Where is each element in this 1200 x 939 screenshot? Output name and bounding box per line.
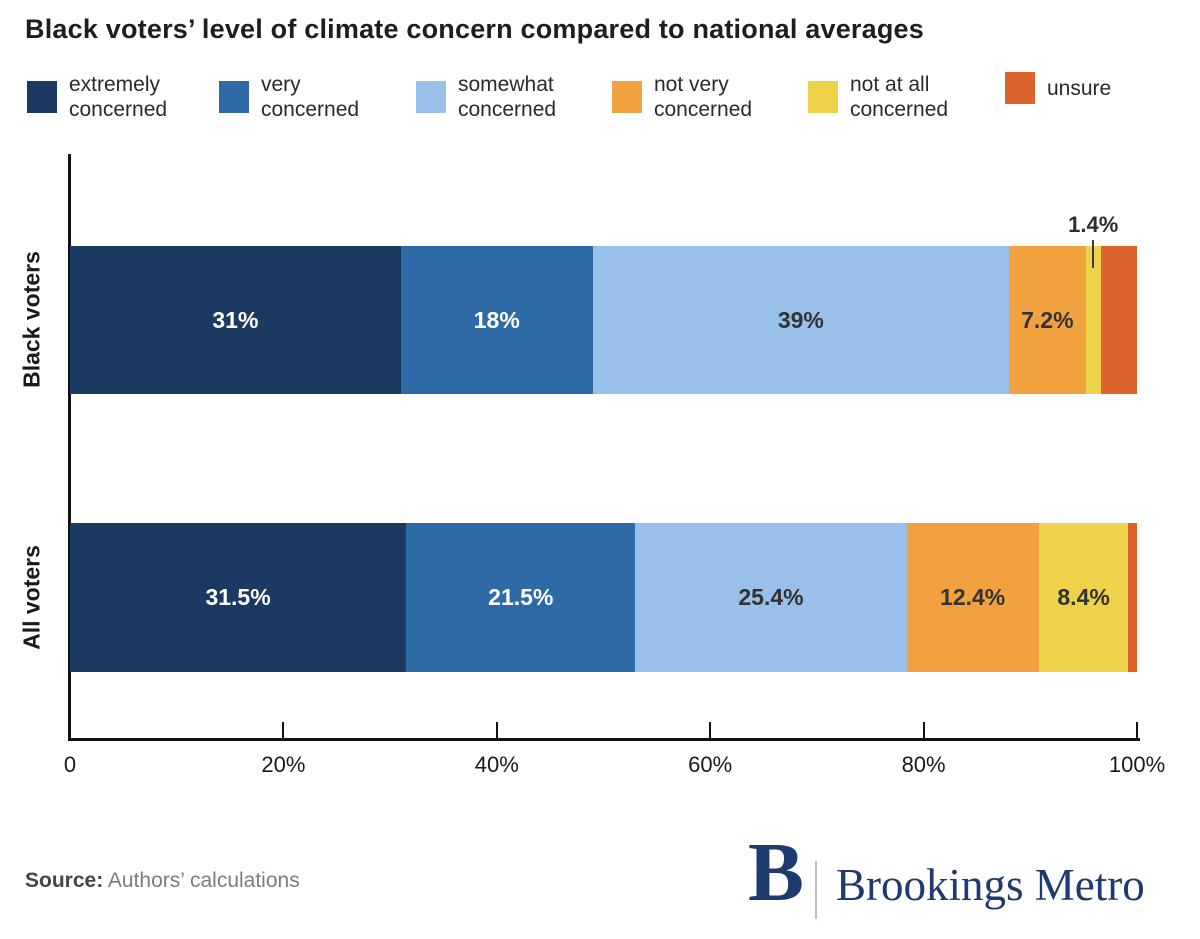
x-axis-tick-label: 80% bbox=[901, 752, 946, 777]
bar-segment: 7.2% bbox=[1008, 246, 1086, 394]
row-label: Black voters bbox=[18, 251, 45, 388]
bar-segment: 25.4% bbox=[635, 523, 907, 672]
x-axis-tick bbox=[709, 722, 712, 738]
bar-value-label: 12.4% bbox=[940, 584, 1006, 610]
legend-swatch-icon bbox=[808, 81, 838, 113]
bar-segment: 31.5% bbox=[70, 523, 407, 672]
legend-item: somewhat concerned bbox=[416, 72, 583, 122]
bar-value-label: 39% bbox=[777, 306, 824, 333]
x-axis-tick-label: 20% bbox=[261, 752, 306, 777]
legend-item: not very concerned bbox=[612, 72, 779, 122]
y-axis bbox=[68, 154, 71, 741]
logo-divider bbox=[815, 861, 817, 919]
legend-swatch-icon bbox=[27, 81, 57, 113]
x-axis bbox=[68, 738, 1140, 741]
bar-segment bbox=[1100, 246, 1137, 394]
source-label: Source: bbox=[25, 869, 104, 892]
x-axis-tick bbox=[495, 722, 498, 738]
bar-segment: 8.4% bbox=[1038, 523, 1129, 672]
x-axis-tick-label: 0 bbox=[63, 752, 77, 777]
bar-value-label: 18% bbox=[473, 306, 520, 333]
legend-label: not at all concerned bbox=[850, 73, 949, 121]
bar-row: 31% 18% 39% 7.2% bbox=[70, 246, 1137, 394]
logo-wordmark: Brookings Metro bbox=[836, 860, 1145, 910]
brookings-b-icon: B bbox=[748, 826, 805, 919]
bar-value-label: 21.5% bbox=[488, 584, 554, 610]
legend-label: somewhat concerned bbox=[458, 73, 557, 121]
bar-value-label: 31% bbox=[212, 306, 259, 333]
bar-row: 31.5% 21.5% 25.4% 12.4% 8.4% bbox=[70, 523, 1137, 672]
legend-item: very concerned bbox=[219, 72, 386, 122]
brookings-metro-logo: B Brookings Metro bbox=[748, 831, 1168, 925]
legend-label: not very concerned bbox=[654, 73, 753, 121]
legend-swatch-icon bbox=[1005, 72, 1035, 104]
bar-segment bbox=[1085, 246, 1101, 394]
x-axis-tick-label: 60% bbox=[688, 752, 733, 777]
bar-value-label: 25.4% bbox=[738, 584, 804, 610]
bar-value-label: 8.4% bbox=[1057, 584, 1110, 610]
bar-segment: 12.4% bbox=[906, 523, 1039, 672]
annotation-label: 1.4% bbox=[1068, 212, 1119, 237]
x-axis-tick bbox=[282, 722, 285, 738]
source-note: Source: Authors’ calculations bbox=[25, 869, 300, 893]
legend-label: very concerned bbox=[261, 73, 360, 121]
bar-segment bbox=[1128, 523, 1137, 672]
x-axis-tick-label: 40% bbox=[474, 752, 519, 777]
bar-value-label: 31.5% bbox=[205, 584, 271, 610]
annotation-leader-line bbox=[1092, 240, 1095, 268]
bar-value-label: 7.2% bbox=[1021, 306, 1074, 333]
legend-label: extremely concerned bbox=[69, 73, 168, 121]
legend-item: extremely concerned bbox=[27, 72, 194, 122]
bar-segment: 31% bbox=[70, 246, 401, 394]
legend-label: unsure bbox=[1047, 76, 1112, 100]
row-label: All voters bbox=[18, 544, 45, 650]
legend-item: not at all concerned bbox=[808, 72, 975, 122]
x-axis-tick bbox=[1136, 722, 1138, 738]
bar-segment: 39% bbox=[592, 246, 1009, 394]
x-axis-tick bbox=[922, 722, 925, 738]
bar-segment: 18% bbox=[400, 246, 593, 394]
legend-swatch-icon bbox=[219, 81, 249, 113]
legend-swatch-icon bbox=[612, 81, 642, 113]
source-text: Authors’ calculations bbox=[107, 869, 300, 892]
legend-swatch-icon bbox=[416, 81, 446, 113]
chart-title: Black voters’ level of climate concern c… bbox=[25, 14, 924, 44]
x-axis-tick-label: 100% bbox=[1108, 752, 1166, 777]
legend-item: unsure bbox=[1005, 72, 1111, 104]
bar-segment: 21.5% bbox=[406, 523, 636, 672]
